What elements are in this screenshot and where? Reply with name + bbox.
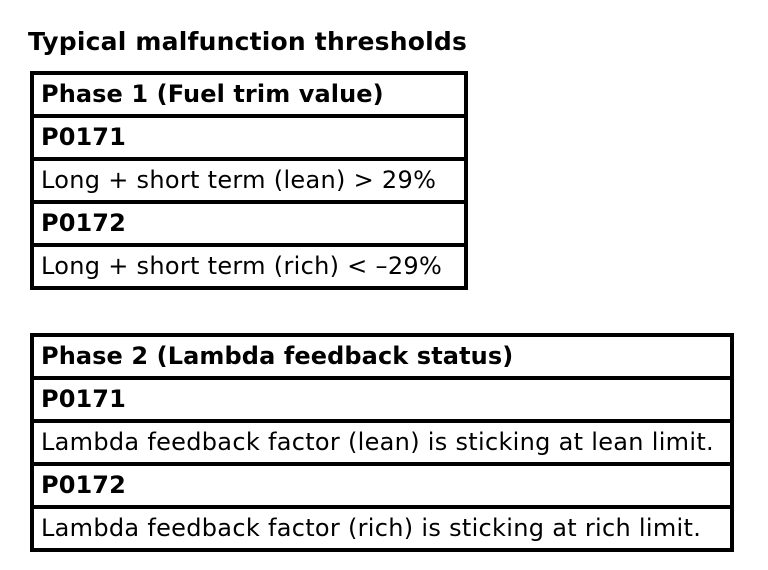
table-row: Long + short term (lean) > 29% xyxy=(30,157,468,204)
dtc-code-cell: P0171 xyxy=(30,376,734,423)
table-row: P0171 xyxy=(30,376,734,423)
threshold-value-cell: Long + short term (rich) < –29% xyxy=(30,243,468,290)
dtc-code-cell: P0172 xyxy=(30,200,468,247)
phase1-table-header-cell: Phase 1 (Fuel trim value) xyxy=(30,71,468,118)
threshold-value-cell: Lambda feedback factor (lean) is stickin… xyxy=(30,419,734,466)
table-row: Lambda feedback factor (lean) is stickin… xyxy=(30,419,734,466)
dtc-code-cell: P0172 xyxy=(30,462,734,509)
table-row: Phase 1 (Fuel trim value) xyxy=(30,71,468,118)
table-row: Phase 2 (Lambda feedback status) xyxy=(30,333,734,380)
phase2-table-header-cell: Phase 2 (Lambda feedback status) xyxy=(30,333,734,380)
threshold-value-cell: Long + short term (lean) > 29% xyxy=(30,157,468,204)
table-row: Long + short term (rich) < –29% xyxy=(30,243,468,290)
table-row: P0172 xyxy=(30,200,468,247)
table-row: P0172 xyxy=(30,462,734,509)
table-row: Lambda feedback factor (rich) is stickin… xyxy=(30,505,734,552)
table-row: P0171 xyxy=(30,114,468,161)
threshold-value-cell: Lambda feedback factor (rich) is stickin… xyxy=(30,505,734,552)
phase2-lambda-feedback-table: Phase 2 (Lambda feedback status) P0171 L… xyxy=(30,333,734,552)
dtc-code-cell: P0171 xyxy=(30,114,468,161)
page-title: Typical malfunction thresholds xyxy=(28,27,468,56)
phase1-fuel-trim-table: Phase 1 (Fuel trim value) P0171 Long + s… xyxy=(30,71,468,290)
